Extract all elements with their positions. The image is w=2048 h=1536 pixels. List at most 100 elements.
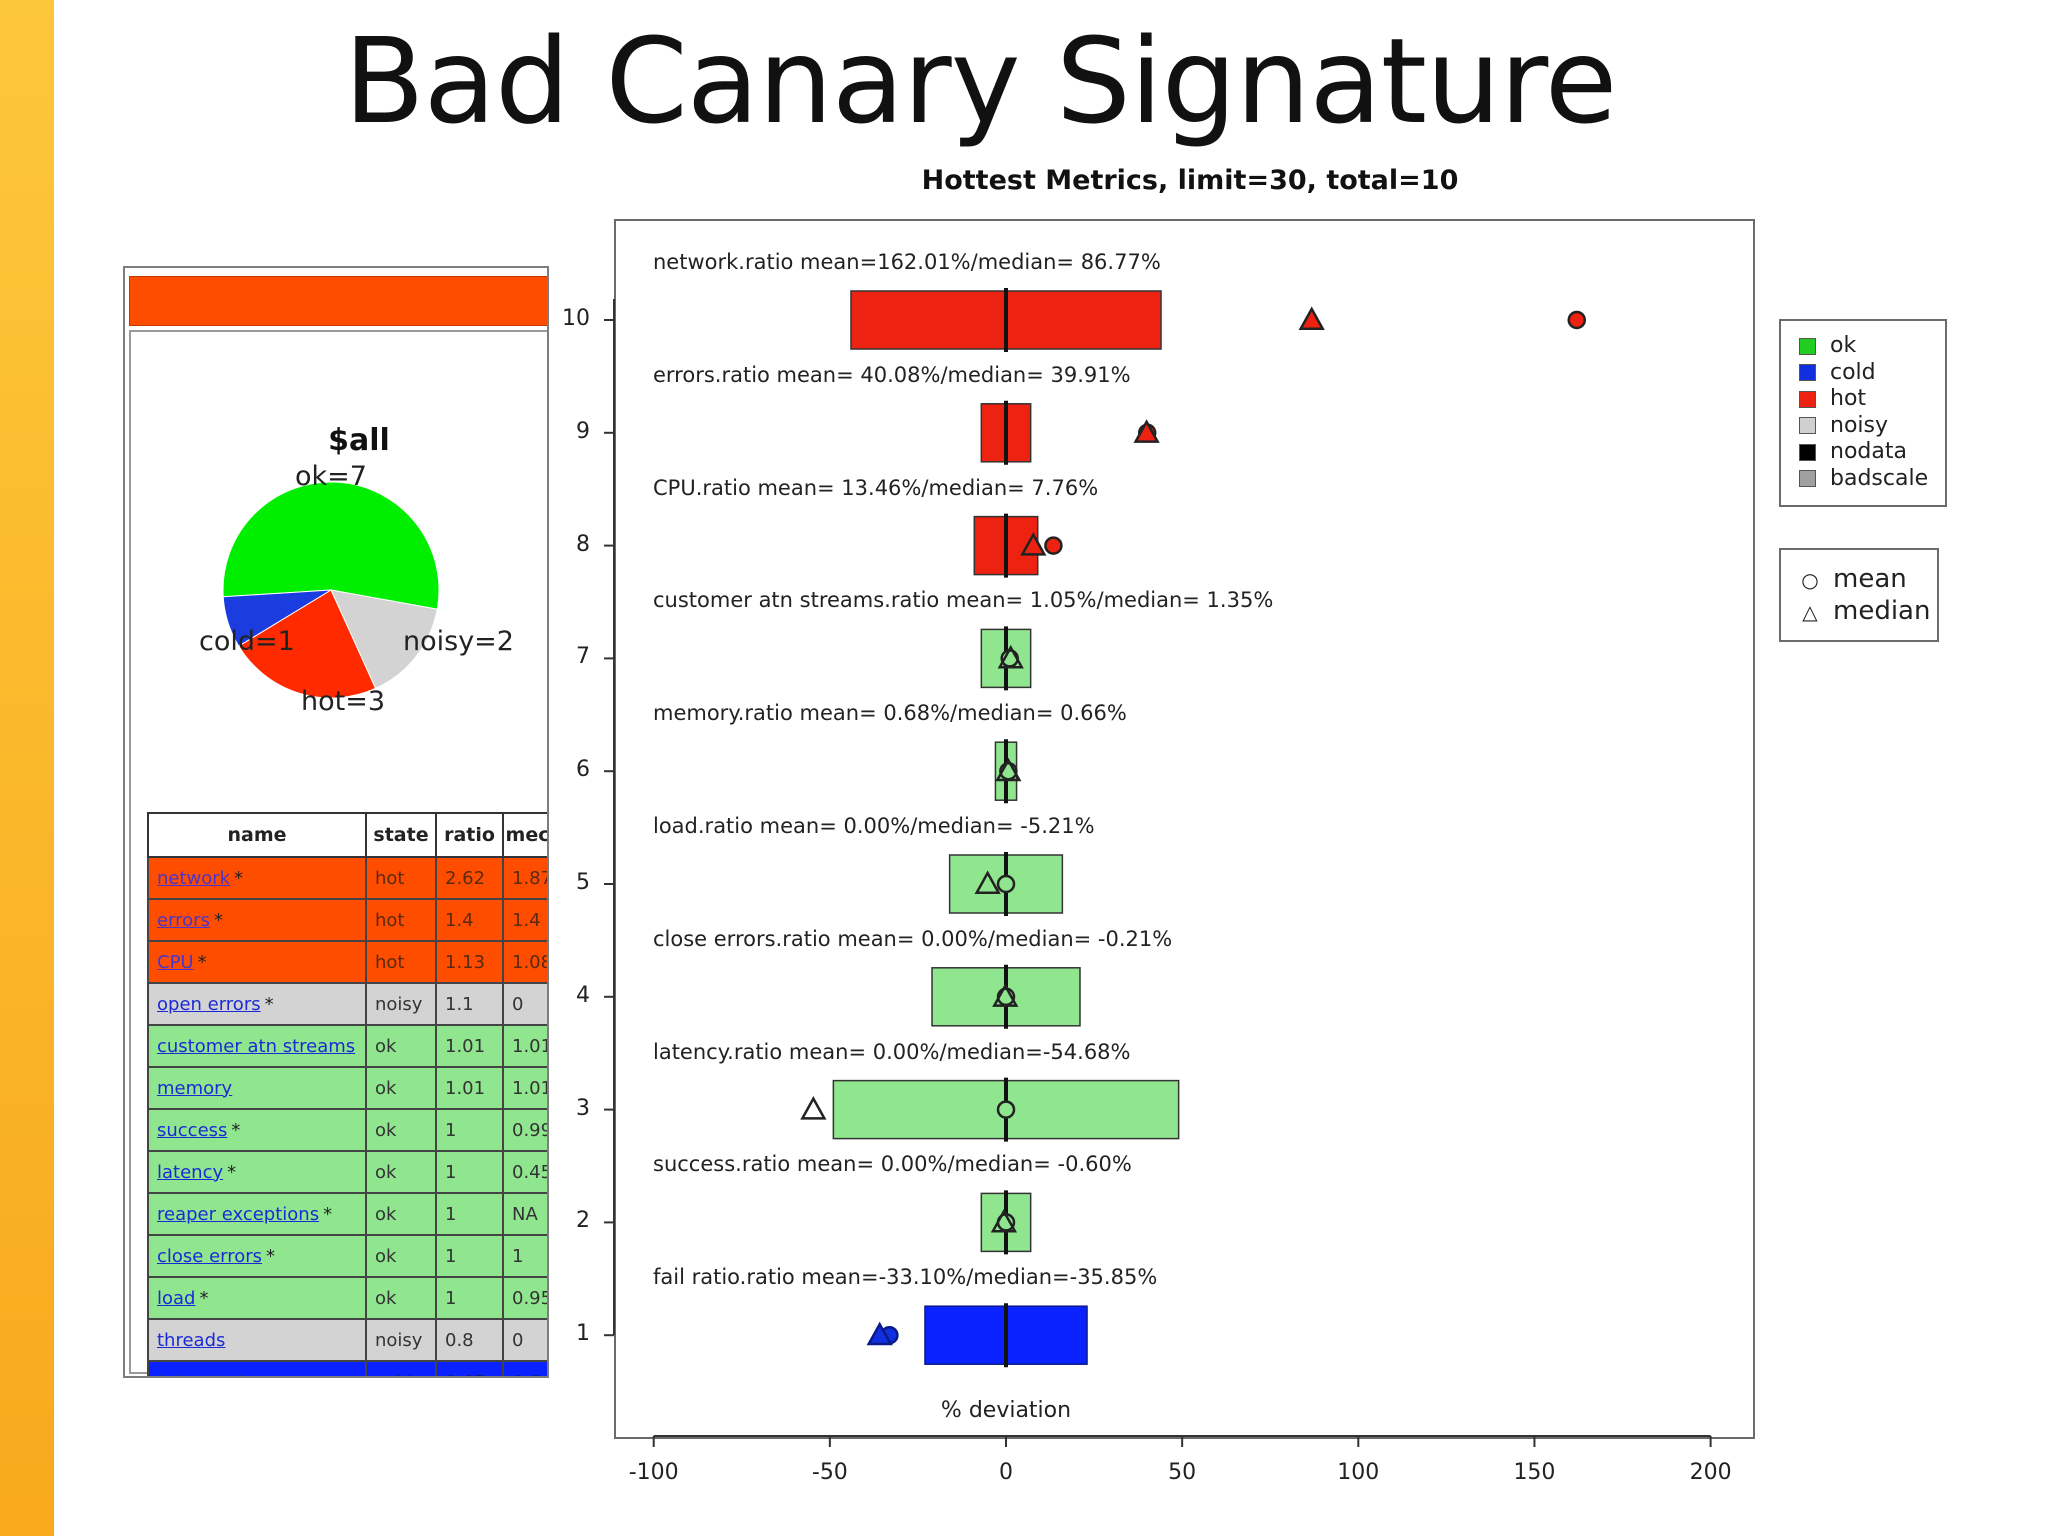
metric-link[interactable]: success: [157, 1119, 228, 1141]
metric-link[interactable]: errors: [157, 909, 210, 931]
y-tick-label: 3: [576, 1095, 590, 1121]
metric-label: network.ratio mean=162.01%/median= 86.77…: [653, 250, 1161, 274]
row-median: NA: [502, 1192, 547, 1236]
y-tick-label: 10: [562, 306, 590, 331]
pie-slice-ok: [222, 481, 440, 610]
legend-swatch: [1799, 364, 1816, 381]
table-row[interactable]: success * ok 1 0.99: [147, 1108, 547, 1152]
col-header-name[interactable]: name: [147, 812, 367, 858]
row-median: 0: [502, 982, 547, 1026]
table-row[interactable]: threads noisy 0.8 0: [147, 1318, 547, 1362]
mean-marker: [1567, 310, 1587, 330]
row-ratio: 1.01: [435, 1066, 504, 1110]
row-name-cell: latency *: [147, 1150, 367, 1194]
median-marker: [1020, 532, 1047, 556]
row-state: ok: [365, 1234, 437, 1278]
legend-swatch: [1799, 443, 1816, 461]
row-median: 1: [502, 1234, 547, 1278]
row-star: *: [197, 951, 207, 973]
metric-link[interactable]: open errors: [157, 993, 261, 1015]
col-header-ratio[interactable]: ratio: [435, 812, 504, 858]
col-header-state[interactable]: state: [365, 812, 437, 858]
metric-link[interactable]: fail ratio: [157, 1372, 232, 1377]
row-name-cell: load *: [147, 1276, 367, 1320]
row-median: 1.4: [502, 898, 547, 942]
mean-symbol-icon: ○: [1801, 568, 1819, 592]
chart-title: Hottest Metrics, limit=30, total=10: [921, 165, 1459, 196]
metric-link[interactable]: close errors: [157, 1245, 263, 1267]
table-row[interactable]: network * hot 2.62 1.87: [147, 856, 547, 900]
x-tick-label: 200: [1689, 1460, 1732, 1485]
metric-link[interactable]: CPU: [157, 951, 194, 973]
pie-title: $all: [328, 423, 390, 458]
table-row[interactable]: close errors * ok 1 1: [147, 1234, 547, 1278]
legend-item-ok: ok: [1799, 333, 1856, 359]
row-ratio: 2.62: [435, 856, 504, 900]
slide-title: Bad Canary Signature: [343, 12, 1618, 150]
row-name-cell: open errors *: [147, 982, 367, 1026]
row-name-cell: success *: [147, 1108, 367, 1152]
legend-item-noisy: noisy: [1799, 413, 1888, 439]
row-name-cell: errors *: [147, 898, 367, 942]
table-row[interactable]: errors * hot 1.4 1.4: [147, 898, 547, 942]
metric-label: memory.ratio mean= 0.68%/median= 0.66%: [653, 701, 1127, 726]
median-marker: [974, 870, 1001, 895]
metric-label: load.ratio mean= 0.00%/median= -5.21%: [653, 814, 1095, 838]
stat-legend: ○ mean △ median: [1779, 548, 1939, 642]
table-row[interactable]: customer atn streams ok 1.01 1.01: [147, 1024, 547, 1068]
legend-swatch: [1799, 337, 1816, 355]
median-marker: [1298, 306, 1325, 331]
legend-item-badscale: badscale: [1799, 466, 1928, 492]
x-axis-label: % deviation: [940, 1398, 1072, 1423]
metric-link[interactable]: load: [157, 1287, 196, 1309]
metric-link[interactable]: customer atn streams: [157, 1035, 356, 1057]
row-name-cell: CPU *: [147, 940, 367, 984]
metric-link[interactable]: reaper exceptions: [157, 1203, 320, 1225]
y-tick-label: 7: [576, 644, 590, 670]
legend-label: badscale: [1830, 465, 1929, 491]
table-row[interactable]: latency * ok 1 0.45: [147, 1150, 547, 1194]
y-tick-label: 1: [576, 1321, 590, 1347]
row-state: hot: [365, 856, 437, 900]
status-bar: [129, 276, 547, 326]
median-marker: [866, 1321, 893, 1346]
metric-link[interactable]: latency: [157, 1161, 224, 1183]
table-row[interactable]: CPU * hot 1.13 1.08: [147, 940, 547, 984]
metric-link[interactable]: memory: [157, 1077, 233, 1099]
row-state: ok: [365, 1024, 437, 1068]
col-header-median[interactable]: mec: [502, 812, 547, 858]
table-row[interactable]: reaper exceptions * ok 1 NA: [147, 1192, 547, 1236]
metric-link[interactable]: network: [157, 867, 231, 889]
state-legend: ok cold hot noisy nodata badscale: [1779, 319, 1947, 507]
metric-label: errors.ratio mean= 40.08%/median= 39.91%: [653, 362, 1131, 387]
table-row[interactable]: fail ratio * cold0.670.64: [147, 1360, 547, 1377]
legend-label: mean: [1833, 564, 1907, 594]
row-median: 0.95: [502, 1276, 547, 1320]
row-median: 0.45: [502, 1150, 547, 1194]
row-star: *: [266, 1245, 276, 1267]
row-star: *: [199, 1287, 209, 1309]
row-name-cell: reaper exceptions *: [147, 1192, 367, 1236]
summary-inner: $all ok=7 cold=1 noisy=2 hot=3 name stat…: [129, 330, 547, 1376]
row-star: *: [213, 909, 223, 931]
metric-label: customer atn streams.ratio mean= 1.05%/m…: [653, 588, 1274, 613]
row-name-cell: threads: [147, 1318, 367, 1362]
table-row[interactable]: open errors * noisy 1.1 0: [147, 982, 547, 1026]
pie-label-cold: cold=1: [199, 626, 295, 657]
mean-marker: [1044, 536, 1063, 555]
mean-marker: [996, 874, 1016, 894]
table-row[interactable]: load * ok 1 0.95: [147, 1276, 547, 1320]
x-tick-label: 100: [1337, 1460, 1380, 1485]
y-tick-label: 6: [576, 757, 590, 783]
y-tick-label: 4: [576, 982, 590, 1008]
legend-label: ok: [1830, 333, 1857, 358]
pie-label-noisy: noisy=2: [403, 626, 514, 657]
row-median: 0.99: [502, 1108, 547, 1152]
metric-link[interactable]: threads: [157, 1329, 226, 1351]
row-ratio: 1: [435, 1108, 504, 1152]
x-tick-label: 0: [999, 1460, 1013, 1485]
row-star: *: [264, 993, 274, 1015]
table-row[interactable]: memory ok 1.01 1.01: [147, 1066, 547, 1110]
row-median: 1.01: [502, 1066, 547, 1110]
legend-label: hot: [1830, 386, 1867, 411]
